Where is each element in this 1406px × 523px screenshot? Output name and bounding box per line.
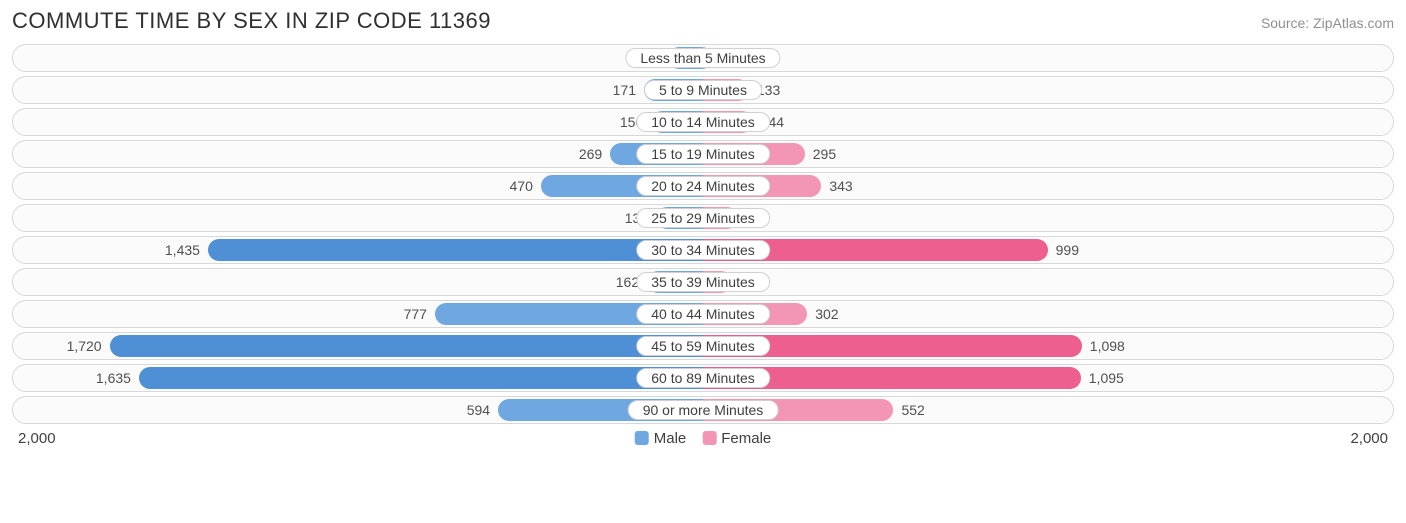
chart-rows: 10117Less than 5 Minutes 171 1335 to 9 Min…: [12, 44, 1394, 424]
value-male: 1,635: [96, 365, 131, 391]
chart-row: 1,435 999 30 to 34 Minutes: [12, 236, 1394, 264]
category-label: 10 to 14 Minutes: [636, 112, 770, 132]
chart-row: 269 295 15 to 19 Minutes: [12, 140, 1394, 168]
female-half: 1,095: [703, 365, 1393, 391]
female-half: 144: [703, 109, 1393, 135]
male-half: 594: [13, 397, 703, 423]
category-label: 40 to 44 Minutes: [636, 304, 770, 324]
female-half: 552: [703, 397, 1393, 423]
value-female: 343: [829, 173, 852, 199]
value-female: 999: [1056, 237, 1079, 263]
category-label: 60 to 89 Minutes: [636, 368, 770, 388]
female-half: 302: [703, 301, 1393, 327]
value-male: 1,435: [165, 237, 200, 263]
female-half: 133: [703, 77, 1393, 103]
legend-swatch-female: [702, 431, 716, 445]
category-label: Less than 5 Minutes: [625, 48, 780, 68]
chart-row: 594 552 90 or more Minutes: [12, 396, 1394, 424]
bar-male: [139, 367, 703, 389]
legend-label-female: Female: [721, 430, 771, 447]
legend: Male Female: [635, 430, 772, 447]
chart-row: 10117Less than 5 Minutes: [12, 44, 1394, 72]
category-label: 25 to 29 Minutes: [636, 208, 770, 228]
value-male: 594: [467, 397, 490, 423]
female-half: 102: [703, 205, 1393, 231]
chart-row: 171 1335 to 9 Minutes: [12, 76, 1394, 104]
chart-footer: 2,000 Male Female 2,000: [12, 428, 1394, 450]
category-label: 20 to 24 Minutes: [636, 176, 770, 196]
chart-row: 15014410 to 14 Minutes: [12, 108, 1394, 136]
bar-male: [208, 239, 703, 261]
category-label: 5 to 9 Minutes: [644, 80, 762, 100]
legend-item-female: Female: [702, 430, 771, 447]
male-half: 1,435: [13, 237, 703, 263]
male-half: 136: [13, 205, 703, 231]
axis-max-left: 2,000: [18, 430, 56, 447]
female-half: 999: [703, 237, 1393, 263]
value-male: 171: [613, 77, 636, 103]
category-label: 45 to 59 Minutes: [636, 336, 770, 356]
male-half: 1,720: [13, 333, 703, 359]
chart-row: 1628435 to 39 Minutes: [12, 268, 1394, 296]
female-half: 1,098: [703, 333, 1393, 359]
chart-row: 1,635 1,095 60 to 89 Minutes: [12, 364, 1394, 392]
male-half: 470: [13, 173, 703, 199]
male-half: 150: [13, 109, 703, 135]
value-male: 1,720: [67, 333, 102, 359]
chart-row: 470 343 20 to 24 Minutes: [12, 172, 1394, 200]
female-half: 343: [703, 173, 1393, 199]
chart-row: 777 302 40 to 44 Minutes: [12, 300, 1394, 328]
female-half: 84: [703, 269, 1393, 295]
male-half: 1,635: [13, 365, 703, 391]
value-male: 777: [404, 301, 427, 327]
male-half: 777: [13, 301, 703, 327]
chart-row: 1,720 1,098 45 to 59 Minutes: [12, 332, 1394, 360]
category-label: 35 to 39 Minutes: [636, 272, 770, 292]
chart-source: Source: ZipAtlas.com: [1261, 15, 1394, 31]
chart-header: COMMUTE TIME BY SEX IN ZIP CODE 11369 So…: [12, 8, 1394, 34]
category-label: 30 to 34 Minutes: [636, 240, 770, 260]
bar-male: [110, 335, 703, 357]
male-half: 269: [13, 141, 703, 167]
category-label: 90 or more Minutes: [628, 400, 779, 420]
value-male: 269: [579, 141, 602, 167]
legend-swatch-male: [635, 431, 649, 445]
value-male: 470: [510, 173, 533, 199]
male-half: 171: [13, 77, 703, 103]
value-female: 302: [815, 301, 838, 327]
legend-item-male: Male: [635, 430, 687, 447]
value-female: 1,098: [1090, 333, 1125, 359]
male-half: 101: [13, 45, 703, 71]
axis-max-right: 2,000: [1350, 430, 1388, 447]
legend-label-male: Male: [654, 430, 687, 447]
male-half: 162: [13, 269, 703, 295]
female-half: 295: [703, 141, 1393, 167]
chart-row: 13610225 to 29 Minutes: [12, 204, 1394, 232]
value-female: 552: [901, 397, 924, 423]
value-female: 295: [813, 141, 836, 167]
category-label: 15 to 19 Minutes: [636, 144, 770, 164]
value-female: 1,095: [1089, 365, 1124, 391]
female-half: 17: [703, 45, 1393, 71]
chart-title: COMMUTE TIME BY SEX IN ZIP CODE 11369: [12, 8, 491, 34]
